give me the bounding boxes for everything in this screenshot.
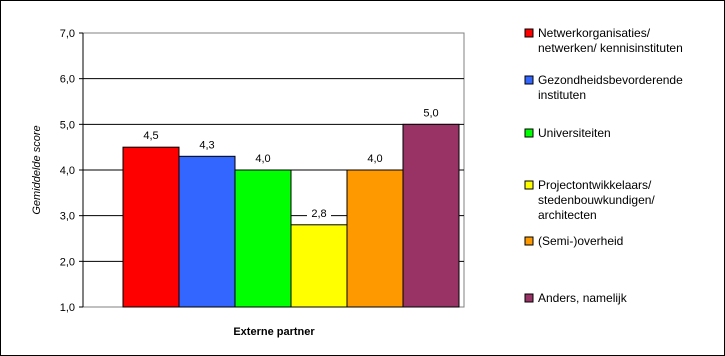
legend-swatch [524,128,534,138]
legend-label: instituten [538,88,586,102]
legend-swatch [524,28,534,38]
legend: Netwerkorganisaties/netwerken/ kennisins… [524,26,683,305]
x-axis-title: Externe partner [233,326,315,338]
legend-label: Netwerkorganisaties/ [538,26,651,40]
legend-label: architecten [538,208,597,222]
y-tick-label: 4,0 [60,165,75,177]
legend-swatch [524,236,534,246]
y-tick-label: 3,0 [60,211,75,223]
legend-label: Anders, namelijk [538,291,628,305]
y-tick-label: 1,0 [60,302,75,314]
data-label: 2,8 [311,208,326,220]
legend-label: Gezondheidsbevorderende [538,73,683,87]
bars [122,123,460,308]
y-tick-label: 6,0 [60,74,75,86]
bar [122,146,180,308]
y-axis-title: Gemiddelde score [31,125,43,214]
legend-swatch [524,75,534,85]
data-labels: 4,5 4,3 4,0 2,8 4,0 5,0 [143,107,439,220]
legend-label: Universiteiten [538,126,611,140]
y-axis-ticks: 1,0 2,0 3,0 4,0 5,0 6,0 7,0 [60,28,84,314]
data-label: 4,0 [255,153,270,165]
bar [290,224,348,308]
y-tick-label: 2,0 [60,256,75,268]
legend-swatch [524,180,534,190]
bar [178,155,236,308]
legend-label: (Semi-)overheid [538,234,623,248]
y-tick-label: 5,0 [60,119,75,131]
data-label: 5,0 [423,107,438,119]
bar [234,169,292,308]
y-tick-label: 7,0 [60,28,75,40]
data-label: 4,5 [143,130,158,142]
legend-label: stedenbouwkundigen/ [538,193,655,207]
bar [346,169,404,308]
data-label: 4,0 [367,153,382,165]
legend-swatch [524,293,534,303]
data-label-background [307,205,331,220]
legend-label: netwerken/ kennisinstituten [538,41,683,55]
bar [402,123,460,308]
data-label: 4,3 [199,139,214,151]
legend-label: Projectontwikkelaars/ [538,178,652,192]
